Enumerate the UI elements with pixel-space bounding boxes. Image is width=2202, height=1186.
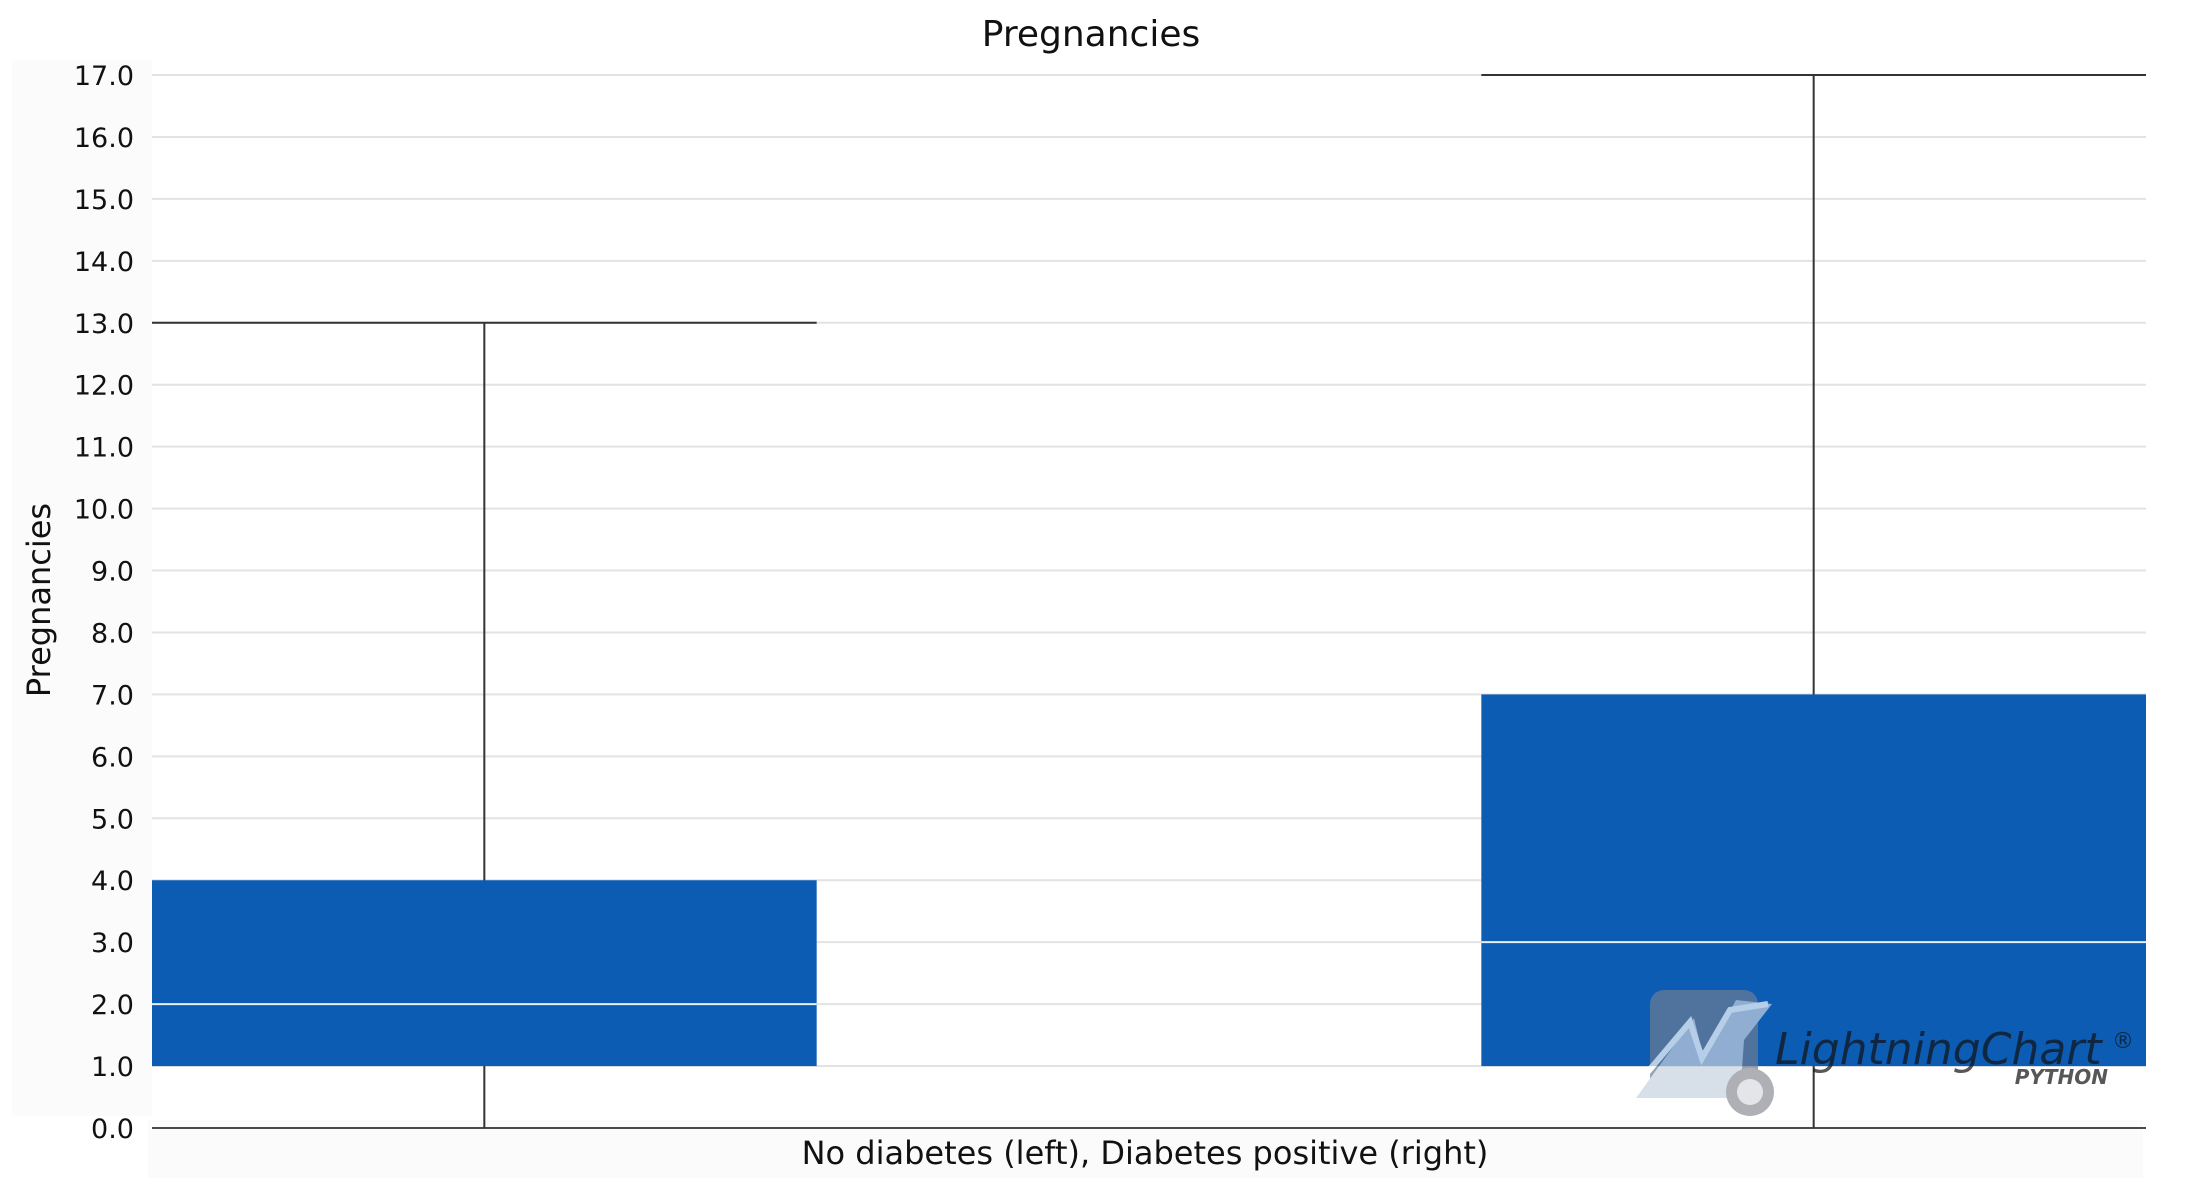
box-body — [1481, 694, 2146, 1067]
y-tick-label: 5.0 — [91, 804, 134, 835]
box-group — [1481, 74, 2146, 1128]
y-tick-label: 9.0 — [91, 557, 134, 588]
y-tick-label: 13.0 — [74, 309, 134, 340]
y-tick-label: 7.0 — [91, 680, 134, 711]
y-axis-ticks: 0.0 1.0 2.0 3.0 4.0 5.0 6.0 7.0 8.0 9.0 10.0 11.0 12… — [74, 61, 134, 1145]
box-series — [152, 74, 2146, 1128]
y-axis-title: Pregnancies — [20, 503, 58, 697]
y-tick-label: 12.0 — [74, 371, 134, 402]
axis-band-left — [12, 60, 152, 1116]
lightningchart-logo-icon — [1636, 990, 1774, 1116]
y-tick-label: 1.0 — [91, 1052, 134, 1083]
watermark-registered: ® — [2112, 1029, 2134, 1054]
lightningchart-watermark: LightningChart ® PYTHON — [1636, 990, 2134, 1116]
axis-band-bottom — [148, 1120, 2143, 1178]
watermark-sub: PYTHON — [2015, 1065, 2109, 1089]
y-tick-label: 10.0 — [74, 495, 134, 526]
y-tick-label: 4.0 — [91, 866, 134, 897]
box-body — [152, 880, 817, 1067]
y-tick-label: 8.0 — [91, 618, 134, 649]
y-tick-label: 14.0 — [74, 247, 134, 278]
watermark-brand: LightningChart — [1775, 1024, 2103, 1075]
y-tick-label: 6.0 — [91, 742, 134, 773]
y-tick-label: 2.0 — [91, 990, 134, 1021]
box-group — [152, 321, 817, 1128]
y-tick-label: 11.0 — [74, 433, 134, 464]
y-tick-label: 17.0 — [74, 61, 134, 92]
y-tick-label: 16.0 — [74, 123, 134, 154]
y-tick-label: 3.0 — [91, 928, 134, 959]
y-tick-label: 0.0 — [91, 1114, 134, 1145]
y-tick-label: 15.0 — [74, 185, 134, 216]
chart-title: Pregnancies — [982, 14, 1200, 55]
x-axis-title: No diabetes (left), Diabetes positive (r… — [802, 1134, 1489, 1172]
